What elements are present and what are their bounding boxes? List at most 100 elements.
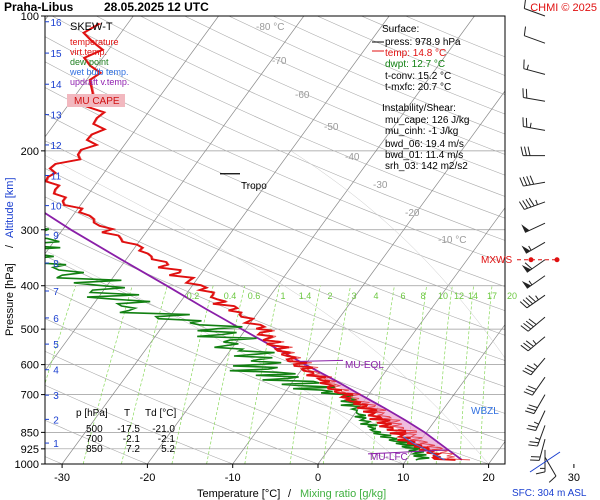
surface-press: press: 978.9 hPa <box>385 37 461 48</box>
isotherm-label: -40 <box>345 152 360 163</box>
level-table: p [hPa] T Td [°C] 500 -17.5 -21.0 700 -2… <box>76 408 176 455</box>
wind-barb-flag <box>519 301 528 309</box>
table-cell: 850 <box>86 444 103 455</box>
wind-barb-flag <box>520 344 529 352</box>
isotherm-label: -10 °C <box>438 235 466 246</box>
mixing-ratio-line <box>206 285 246 464</box>
mixing-ratio-axis-label: Mixing ratio [g/kg] <box>300 488 386 500</box>
mu-lfc-label: MU-LFC <box>370 452 408 463</box>
instability-info: Instability/Shear: mu_cape: 126 J/kg mu_… <box>382 103 470 172</box>
wind-barb <box>520 146 545 157</box>
wind-barb-shaft <box>538 438 546 461</box>
wind-barb-shaft <box>527 316 546 332</box>
table-cell: -2.1 <box>158 434 176 445</box>
isotherm-label: -60 <box>295 90 310 101</box>
surface-info: Surface: press: 978.9 hPa temp: 14.8 °C … <box>382 24 461 93</box>
wind-barb-flag <box>524 367 534 373</box>
table-header-t: T <box>124 408 130 419</box>
dry-adiabat-line <box>45 140 505 336</box>
wind-barb-half-flag <box>533 421 539 425</box>
wind-barb-flag <box>522 200 529 209</box>
dry-adiabat-line <box>45 225 505 414</box>
wind-barb <box>523 59 546 75</box>
mixing-ratio-line <box>45 285 76 385</box>
credit-link[interactable]: CHMI © 2025 <box>530 2 597 14</box>
wind-barb-flag <box>519 177 524 187</box>
wind-barb-flag <box>528 404 538 409</box>
temperature-axis-label: Temperature [°C] <box>197 488 280 500</box>
temperature-line <box>45 22 456 461</box>
wind-barb-flag <box>529 441 539 444</box>
mixing-ratio-label: 17 <box>487 291 497 301</box>
wind-barb <box>525 394 546 415</box>
vertical-axis-separator: / <box>4 244 16 248</box>
wind-barb-flag <box>525 388 535 393</box>
wind-barb-shaft <box>523 96 546 102</box>
wind-barb <box>521 259 546 273</box>
table-cell: 7.2 <box>126 444 140 455</box>
instability-srh03: srh_03: 142 m2/s2 <box>385 161 468 172</box>
wind-barb-half-flag <box>535 199 538 205</box>
mixing-ratio-line <box>435 285 453 464</box>
mu-lfc-marker <box>367 449 449 455</box>
wind-barb-flag <box>525 320 534 328</box>
moist-adiabat-line <box>45 155 489 464</box>
dry-adiabat-line <box>51 16 505 219</box>
dry-adiabat-line <box>45 36 505 241</box>
legend-title: SKEW-T <box>70 21 113 33</box>
wind-barb-flag <box>528 197 535 207</box>
instability-bwd01: bwd_01: 11.4 m/s <box>385 150 463 161</box>
wind-barb <box>520 336 546 352</box>
table-cell: -21.0 <box>152 424 175 435</box>
isotherm-line <box>45 16 305 372</box>
surface-tmxfc: t-mxfc: 20.7 °C <box>385 82 451 93</box>
wind-barb-shaft <box>523 181 546 187</box>
altitude-tick-label: 12 <box>50 141 62 152</box>
moist-adiabat-line <box>45 250 404 464</box>
instability-mucinh: mu_cinh: -1 J/kg <box>385 126 458 137</box>
updraft-line <box>45 211 463 461</box>
wind-barb <box>520 316 546 332</box>
wind-barb-flag <box>520 146 524 156</box>
wind-barb-flag <box>523 322 532 330</box>
wind-barb-flag <box>528 318 537 325</box>
wind-barb-flag <box>528 424 538 428</box>
legend: SKEW-T temperature virt.temp. dew point … <box>67 21 129 107</box>
table-cell: -2.1 <box>123 434 141 445</box>
altitude-tick-label: 15 <box>50 49 62 60</box>
mixing-ratio-label: 3 <box>351 291 356 301</box>
legend-wet-bulb: wet bulb temp. <box>69 67 129 77</box>
mixing-ratio-line <box>289 285 321 464</box>
mixing-ratio-label: 0.2 <box>187 291 200 301</box>
pressure-tick-label: 400 <box>21 281 39 293</box>
wind-barb-flag <box>523 342 532 350</box>
altitude-tick-label: 10 <box>50 202 62 213</box>
axis-separator: / <box>288 488 292 500</box>
mixing-ratio-label: 6 <box>400 291 405 301</box>
wind-barb-half-flag <box>533 363 538 368</box>
profile-lines <box>45 22 471 461</box>
instability-bwd06: bwd_06: 19.4 m/s <box>385 139 464 150</box>
wind-barb-half-flag <box>528 280 533 286</box>
wind-barb <box>522 357 546 376</box>
isotherm-label: -50 <box>324 122 339 133</box>
wind-barb-flag <box>527 146 531 156</box>
wind-barb <box>521 241 546 254</box>
table-cell: -17.5 <box>117 424 140 435</box>
mixing-ratio-line <box>507 286 516 464</box>
wind-barb-pennant <box>521 264 532 273</box>
altitude-tick-label: 7 <box>53 287 59 298</box>
dry-adiabat-line <box>45 61 505 264</box>
plot-frame <box>44 15 506 465</box>
sfc-altitude-label: SFC: 304 m ASL <box>512 488 587 499</box>
mixing-ratio-label: 4 <box>373 291 378 301</box>
pressure-tick-label: 925 <box>21 444 39 456</box>
altitude-tick-label: 1 <box>53 439 59 450</box>
dry-adiabat-line <box>45 113 505 311</box>
wet-bulb-line <box>403 436 445 461</box>
wind-barb-shaft <box>544 456 557 477</box>
wind-barb-half-flag <box>532 340 537 345</box>
wind-barb-shaft <box>525 241 546 254</box>
wind-barb-flag <box>548 475 557 483</box>
